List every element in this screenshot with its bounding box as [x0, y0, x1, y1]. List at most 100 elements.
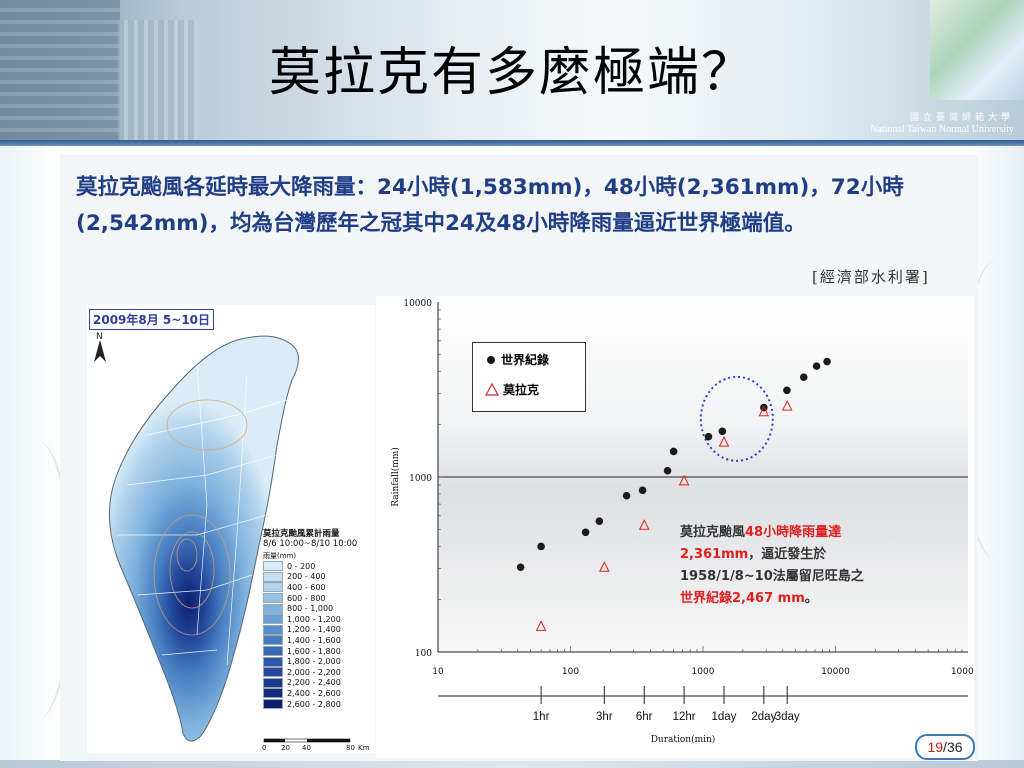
duration-tick-label: 2day: [751, 711, 776, 723]
description-text: 莫拉克颱風各延時最大降雨量：24小時(1,583mm)，48小時(2,361mm…: [76, 175, 904, 236]
north-arrow: [92, 338, 108, 367]
map-legend-row: 2,200 - 2,400: [263, 677, 375, 689]
duration-tick-label: 1hr: [533, 711, 550, 723]
university-name-en: National Taiwan Normal University: [870, 124, 1014, 135]
x-tick-label: 10: [432, 667, 444, 677]
world-record-point: [516, 563, 525, 572]
morakot-point: [718, 435, 730, 447]
x-tick-label: 100000: [951, 667, 974, 677]
university-name-cn: 國立臺灣師範大學: [909, 113, 1014, 123]
chart-annotation: 莫拉克颱風48小時降雨量達 2,361mm，逼近發生於 1958/1/8~10法…: [680, 522, 910, 610]
page-current: 19: [927, 739, 944, 755]
map-legend-bin-label: 2,600 - 2,800: [287, 699, 341, 709]
map-legend: 莫拉克颱風累計雨量 8/6 10:00~8/10 10:00 雨量(mm) 0 …: [263, 527, 375, 710]
y-tick-label: 1000: [409, 474, 432, 484]
legend-triangle-icon: [485, 383, 499, 396]
map-date-label: 2009年8月 5~10日: [89, 309, 215, 330]
footer-band: [0, 760, 1024, 768]
morakot-point: [781, 399, 793, 411]
morakot-point: [638, 519, 650, 530]
y-tick-label: 10000: [403, 299, 432, 309]
y-axis-label: Rainfall(mm): [390, 447, 401, 507]
map-legend-swatch: [263, 561, 283, 572]
map-legend-swatch: [263, 593, 283, 604]
map-legend-swatch: [263, 646, 283, 657]
map-legend-bin-label: 1,000 - 1,200: [287, 614, 341, 624]
map-legend-period: 8/6 10:00~8/10 10:00: [263, 539, 358, 549]
map-legend-bin-label: 2,400 - 2,600: [287, 688, 341, 698]
world-record-point: [704, 432, 713, 441]
legend-dot-icon: [487, 355, 495, 364]
world-record-point: [622, 491, 631, 500]
annotation-line4b: 。: [804, 591, 818, 606]
map-legend-bin-label: 2,200 - 2,400: [287, 678, 341, 688]
annotation-line2a: 2,361mm: [680, 547, 749, 562]
map-legend-swatch: [263, 656, 283, 667]
map-legend-swatch: [263, 571, 283, 582]
map-legend-row: 1,800 - 2,000: [263, 656, 375, 667]
world-record-point: [812, 362, 821, 370]
map-legend-row: 0 - 200: [263, 561, 375, 572]
header-banner: 國立臺灣師範大學 National Taiwan Normal Universi…: [0, 0, 1024, 140]
highlight-ellipse: [699, 375, 774, 462]
map-legend-bin-label: 1,400 - 1,600: [287, 635, 341, 645]
morakot-point: [758, 405, 770, 417]
map-legend-bin-label: 1,200 - 1,400: [287, 625, 341, 635]
world-record-point: [638, 486, 647, 495]
north-label: N: [96, 332, 103, 342]
legend-label-world-record: 世界紀錄: [501, 353, 550, 367]
slide-title: 莫拉克有多麼極端？: [268, 43, 755, 103]
map-legend-row: 2,000 - 2,200: [263, 667, 375, 678]
map-legend-row: 2,600 - 2,800: [263, 699, 375, 710]
map-legend-row: 2,400 - 2,600: [263, 688, 375, 699]
world-record-point: [581, 528, 590, 537]
map-legend-row: 200 - 400: [263, 571, 375, 583]
annotation-line1b: 48小時降雨量達: [745, 525, 842, 540]
duration-tick-label: 3hr: [596, 711, 613, 723]
rainfall-duration-chart: 10010001000010100100010000100000Rainfall…: [376, 296, 985, 758]
x-tick-label: 1000: [692, 667, 715, 677]
map-legend-swatch: [263, 677, 283, 688]
world-record-point: [669, 447, 678, 456]
x-tick-label: 100: [562, 667, 579, 677]
scale-label-0: 0: [262, 744, 267, 752]
map-legend-swatch: [263, 688, 283, 699]
taiwan-map-svg: [108, 335, 299, 742]
map-legend-bin-label: 2,000 - 2,200: [287, 667, 341, 677]
world-record-point: [783, 386, 791, 395]
world-record-point: [823, 357, 831, 366]
page-separator: /: [943, 739, 947, 755]
morakot-point: [678, 474, 690, 486]
scale-bar-svg: [263, 738, 351, 743]
x-tick-label: 10000: [821, 667, 850, 677]
map-legend-bin-label: 1,600 - 1,800: [287, 646, 341, 656]
world-record-point: [718, 427, 727, 436]
map-legend-bin-label: 1,800 - 2,000: [287, 657, 341, 667]
building-image: [0, 0, 120, 140]
map-legend-bin-label: 800 - 1,000: [287, 604, 334, 614]
duration-tick-label: 6hr: [636, 711, 653, 723]
map-legend-swatch: [263, 667, 283, 678]
map-legend-bin-label: 600 - 800: [287, 593, 326, 603]
map-legend-rows: 0 - 200 200 - 400 400 - 600 600 - 800 800 - …: [263, 561, 375, 710]
scale-unit: Km: [358, 744, 370, 752]
map-legend-bin-label: 0 - 200: [287, 561, 316, 571]
annotation-line3: 1958/1/8~10法屬留尼旺島之: [680, 569, 864, 584]
header-divider: [0, 140, 1024, 146]
source-citation: [經濟部水利署]: [812, 268, 930, 286]
map-legend-row: 1,200 - 1,400: [263, 624, 375, 636]
morakot-point: [599, 561, 610, 572]
map-scale-bar: 0 20 40 80 Km: [262, 738, 372, 752]
map-legend-row: 600 - 800: [263, 593, 375, 604]
map-legend-row: 1,400 - 1,600: [263, 635, 375, 646]
annotation-line2b: ，逼近發生於: [748, 547, 827, 562]
scale-label-80: 80: [346, 744, 355, 752]
morakot-point: [535, 620, 547, 631]
map-legend-unit: 雨量(mm): [263, 552, 297, 560]
map-legend-swatch: [263, 699, 283, 710]
world-record-point: [537, 542, 545, 551]
annotation-line1a: 莫拉克颱風: [680, 525, 746, 540]
duration-tick-label: 3day: [775, 711, 800, 723]
map-legend-row: 800 - 1,000: [263, 603, 375, 614]
x-axis-label: Duration(min): [651, 734, 716, 745]
